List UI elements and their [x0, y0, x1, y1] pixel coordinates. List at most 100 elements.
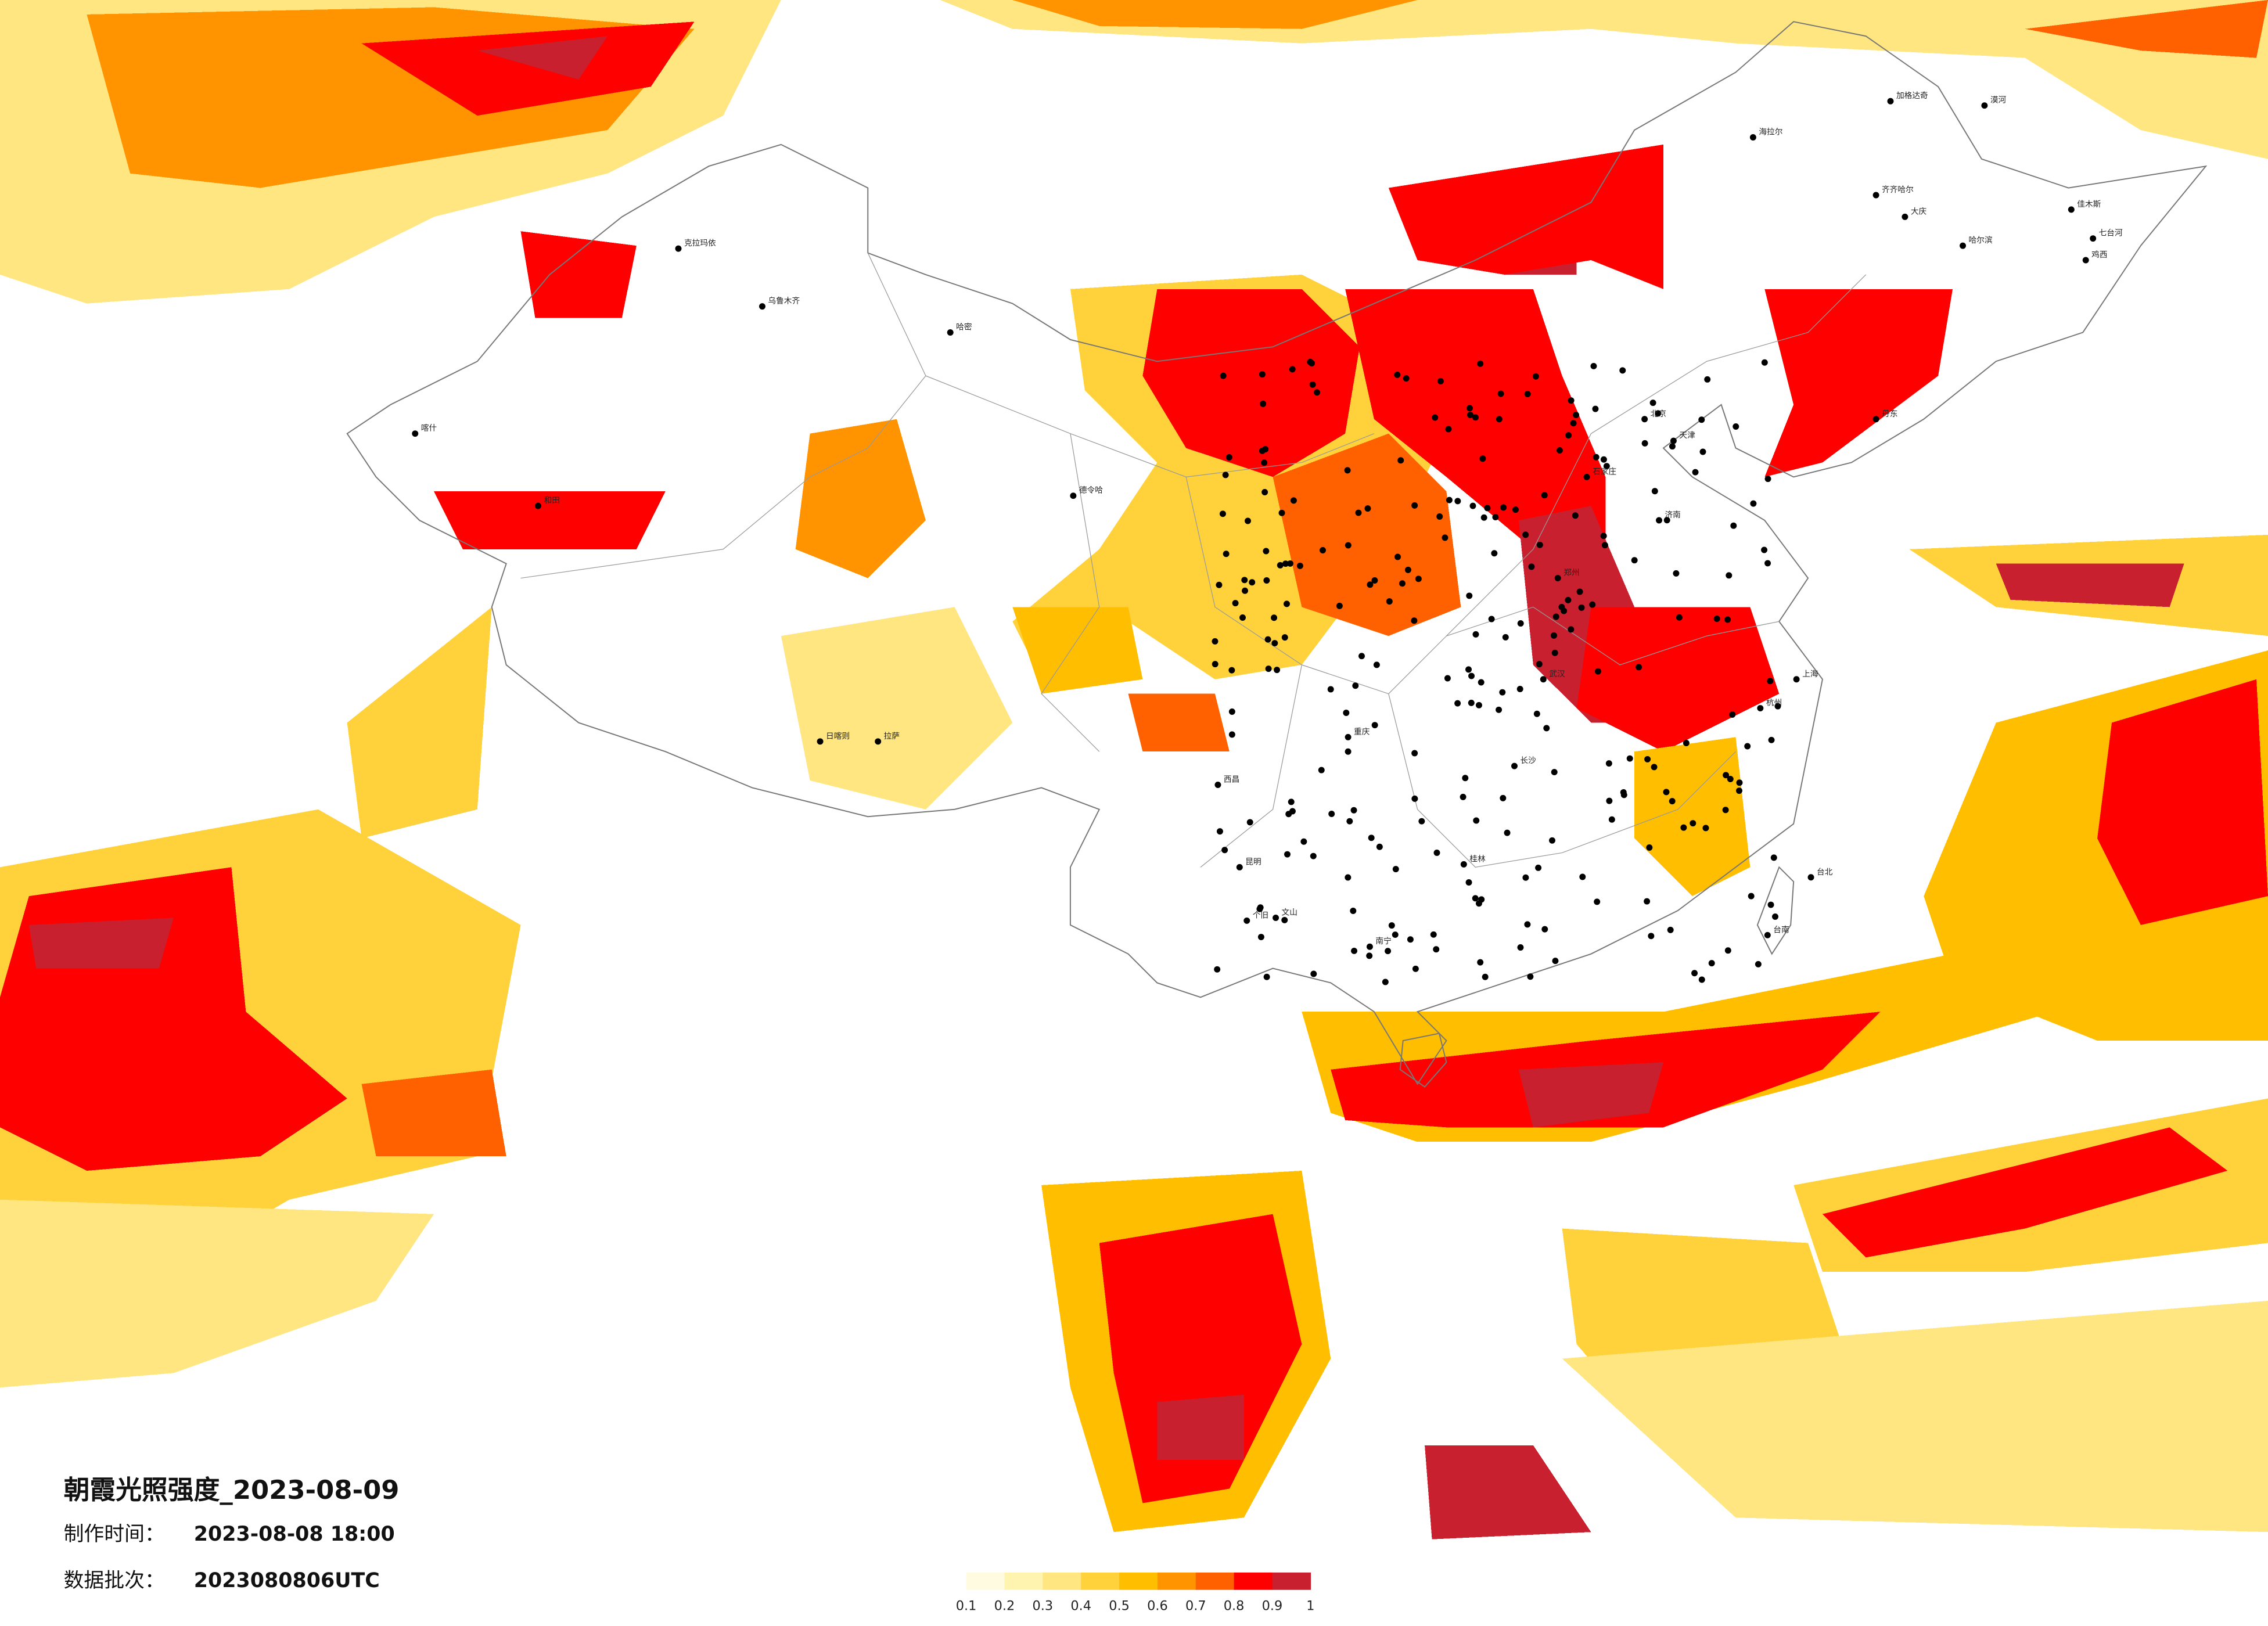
- city-dot: [1496, 706, 1503, 713]
- city-label: 西昌: [1224, 775, 1239, 784]
- city-dot: [1309, 359, 1315, 366]
- city-dot: [1433, 946, 1440, 953]
- city-label: 喀什: [421, 424, 437, 433]
- city-dot: [1491, 550, 1498, 557]
- city-dot: [1412, 965, 1419, 972]
- city-dot: [1228, 731, 1235, 738]
- cloud-area: [1157, 1394, 1244, 1460]
- legend-tick-label: 1: [1306, 1599, 1314, 1614]
- city-dot: [1214, 781, 1221, 788]
- city-label: 丹东: [1882, 409, 1897, 419]
- city-dot: [875, 738, 882, 745]
- city-dot: [1774, 703, 1781, 710]
- city-dot: [1554, 575, 1561, 582]
- city-dot: [1286, 560, 1293, 567]
- city-dot: [1527, 973, 1534, 980]
- city-dot: [1656, 517, 1663, 524]
- cloud-area: [1634, 737, 1751, 897]
- city-dot: [1517, 620, 1524, 627]
- city-dot: [1646, 844, 1653, 851]
- city-dot: [1594, 668, 1601, 675]
- city-label: 哈尔滨: [1968, 236, 1992, 245]
- city-dot: [1576, 588, 1583, 595]
- city-dot: [1770, 854, 1777, 861]
- city-dot: [1540, 676, 1547, 683]
- city-label: 南宁: [1375, 936, 1391, 946]
- city-dot: [1663, 789, 1670, 796]
- city-dot: [1355, 509, 1362, 516]
- city-dot: [1565, 432, 1572, 439]
- city-dot: [1691, 970, 1698, 977]
- city-dot: [1271, 640, 1278, 647]
- city-dot: [1386, 598, 1393, 605]
- city-dot: [1477, 360, 1484, 367]
- city-dots: [1212, 358, 1781, 985]
- city-dot: [1256, 905, 1263, 912]
- city-dot: [1636, 664, 1642, 671]
- city-dot: [1669, 443, 1676, 450]
- city-dot: [1407, 936, 1414, 943]
- city-dot: [1872, 416, 1879, 423]
- legend-swatch: [1157, 1572, 1196, 1590]
- legend-tick-label: 0.7: [1185, 1599, 1206, 1614]
- city-label: 杭州: [1766, 699, 1782, 708]
- city-dot: [1549, 837, 1555, 844]
- legend-tick-label: 0.4: [1070, 1599, 1091, 1614]
- city-dot: [1551, 649, 1558, 656]
- cloud-area: [477, 36, 608, 80]
- legend-swatch: [1081, 1572, 1120, 1590]
- city-dot: [1282, 560, 1289, 567]
- city-dot: [1261, 488, 1268, 495]
- city-dot: [1594, 898, 1601, 905]
- city-dot: [1698, 416, 1705, 423]
- city-dot: [1415, 575, 1422, 582]
- city-dot: [1263, 577, 1270, 584]
- city-dot: [1257, 934, 1264, 941]
- city-label: 个旧: [1253, 911, 1268, 920]
- city-dot: [1651, 764, 1658, 771]
- city-dot: [1651, 488, 1658, 495]
- cloud-area: [1099, 1214, 1302, 1503]
- city-dot: [1484, 505, 1491, 512]
- city-dot: [1887, 98, 1894, 105]
- city-label: 郑州: [1563, 569, 1579, 578]
- city-dot: [1522, 531, 1529, 538]
- city-dot: [1764, 476, 1771, 483]
- cloud-area: [2025, 0, 2268, 58]
- city-dot: [1750, 500, 1757, 507]
- city-dot: [1663, 517, 1670, 524]
- city-dot: [1667, 926, 1674, 933]
- city-dot: [1704, 376, 1711, 383]
- city-dot: [1284, 851, 1291, 858]
- title: 朝霞光照强度_2023-08-09: [64, 1474, 400, 1505]
- cloud-area: [1518, 1062, 1663, 1128]
- city-label: 上海: [1802, 670, 1818, 679]
- city-dot: [1216, 581, 1223, 588]
- city-dot: [1673, 570, 1680, 577]
- legend: 0.1 0.2 0.3 0.4 0.5 0.6 0.7 0.8 0.9 1: [956, 1572, 1314, 1614]
- legend-swatch: [1195, 1572, 1235, 1590]
- city-dot: [1583, 473, 1590, 480]
- legend-tick-label: 0.6: [1147, 1599, 1168, 1614]
- cloud-area: [1996, 563, 2184, 607]
- city-dot: [1724, 947, 1731, 954]
- city-dot: [1649, 400, 1656, 406]
- city-dot: [1767, 901, 1774, 908]
- city-dot: [1442, 534, 1448, 541]
- city-dot: [1702, 825, 1709, 832]
- city-dot: [759, 303, 765, 310]
- city-dot: [1981, 102, 1988, 109]
- city-dot: [1729, 711, 1736, 718]
- city-dot: [1212, 638, 1219, 645]
- legend-swatch: [1004, 1572, 1044, 1590]
- city-label: 佳木斯: [2077, 200, 2101, 209]
- city-dot: [1284, 600, 1290, 607]
- city-dot: [1541, 492, 1548, 499]
- city-dot: [1472, 631, 1479, 638]
- cloud-area: [2097, 679, 2268, 925]
- city-dot: [1619, 367, 1626, 374]
- city-label: 长沙: [1520, 756, 1536, 765]
- city-dot: [1241, 577, 1248, 584]
- cloud-area: [361, 21, 695, 116]
- city-dot: [1462, 775, 1469, 782]
